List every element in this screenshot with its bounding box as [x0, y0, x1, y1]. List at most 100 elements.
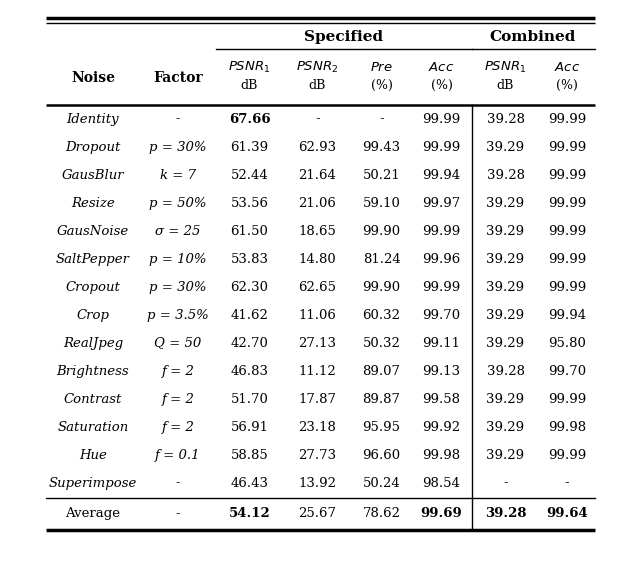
- Text: 95.80: 95.80: [548, 336, 586, 349]
- Text: 17.87: 17.87: [298, 393, 337, 406]
- Text: $\mathit{Acc}$: $\mathit{Acc}$: [554, 60, 580, 73]
- Text: dB: dB: [497, 79, 514, 92]
- Text: 53.83: 53.83: [230, 253, 269, 266]
- Text: 39.28: 39.28: [484, 507, 526, 520]
- Text: 46.43: 46.43: [230, 476, 269, 489]
- Text: 99.99: 99.99: [548, 253, 586, 266]
- Text: 23.18: 23.18: [299, 420, 337, 434]
- Text: 39.28: 39.28: [486, 365, 525, 377]
- Text: GausNoise: GausNoise: [57, 225, 129, 237]
- Text: -: -: [379, 113, 384, 126]
- Text: 52.44: 52.44: [230, 168, 268, 182]
- Text: 99.99: 99.99: [548, 225, 586, 237]
- Text: Identity: Identity: [67, 113, 119, 126]
- Text: 99.99: 99.99: [422, 141, 461, 154]
- Text: 39.29: 39.29: [486, 196, 525, 209]
- Text: 42.70: 42.70: [230, 336, 268, 349]
- Text: (%): (%): [556, 79, 578, 92]
- Text: 99.11: 99.11: [422, 336, 461, 349]
- Text: (%): (%): [431, 79, 452, 92]
- Text: 46.83: 46.83: [230, 365, 269, 377]
- Text: p = 50%: p = 50%: [149, 196, 207, 209]
- Text: 78.62: 78.62: [362, 507, 401, 520]
- Text: 95.95: 95.95: [362, 420, 401, 434]
- Text: 67.66: 67.66: [228, 113, 270, 126]
- Text: 13.92: 13.92: [298, 476, 337, 489]
- Text: 99.94: 99.94: [422, 168, 461, 182]
- Text: 99.69: 99.69: [420, 507, 462, 520]
- Text: f = 0.1: f = 0.1: [156, 448, 201, 461]
- Text: 99.99: 99.99: [422, 225, 461, 237]
- Text: Resize: Resize: [71, 196, 115, 209]
- Text: f = 2: f = 2: [161, 365, 195, 377]
- Text: 62.30: 62.30: [230, 281, 269, 294]
- Text: 59.10: 59.10: [363, 196, 401, 209]
- Text: 39.29: 39.29: [486, 393, 525, 406]
- Text: p = 30%: p = 30%: [149, 281, 207, 294]
- Text: 99.99: 99.99: [548, 393, 586, 406]
- Text: 99.90: 99.90: [362, 225, 401, 237]
- Text: Combined: Combined: [490, 30, 576, 44]
- Text: f = 2: f = 2: [161, 420, 195, 434]
- Text: 39.28: 39.28: [486, 113, 525, 126]
- Text: 99.70: 99.70: [548, 365, 586, 377]
- Text: Cropout: Cropout: [65, 281, 120, 294]
- Text: Specified: Specified: [304, 30, 383, 44]
- Text: Q = 50: Q = 50: [154, 336, 202, 349]
- Text: 39.29: 39.29: [486, 253, 525, 266]
- Text: 61.39: 61.39: [230, 141, 269, 154]
- Text: Brightness: Brightness: [57, 365, 129, 377]
- Text: 41.62: 41.62: [230, 308, 268, 321]
- Text: 99.70: 99.70: [422, 308, 461, 321]
- Text: σ = 25: σ = 25: [156, 225, 201, 237]
- Text: SaltPepper: SaltPepper: [56, 253, 130, 266]
- Text: 14.80: 14.80: [299, 253, 337, 266]
- Text: -: -: [503, 476, 508, 489]
- Text: 89.87: 89.87: [362, 393, 401, 406]
- Text: 25.67: 25.67: [298, 507, 337, 520]
- Text: 21.64: 21.64: [299, 168, 337, 182]
- Text: Crop: Crop: [77, 308, 109, 321]
- Text: Saturation: Saturation: [58, 420, 129, 434]
- Text: 60.32: 60.32: [362, 308, 401, 321]
- Text: dB: dB: [241, 79, 258, 92]
- Text: 51.70: 51.70: [230, 393, 268, 406]
- Text: 11.12: 11.12: [299, 365, 337, 377]
- Text: k = 7: k = 7: [160, 168, 196, 182]
- Text: dB: dB: [309, 79, 326, 92]
- Text: 96.60: 96.60: [362, 448, 401, 461]
- Text: 11.06: 11.06: [299, 308, 337, 321]
- Text: 39.29: 39.29: [486, 225, 525, 237]
- Text: 39.29: 39.29: [486, 448, 525, 461]
- Text: 99.96: 99.96: [422, 253, 461, 266]
- Text: 54.12: 54.12: [228, 507, 270, 520]
- Text: 99.92: 99.92: [422, 420, 461, 434]
- Text: Hue: Hue: [79, 448, 107, 461]
- Text: 99.94: 99.94: [548, 308, 586, 321]
- Text: 99.64: 99.64: [546, 507, 588, 520]
- Text: 27.73: 27.73: [298, 448, 337, 461]
- Text: -: -: [564, 476, 570, 489]
- Text: 39.28: 39.28: [486, 168, 525, 182]
- Text: 99.98: 99.98: [422, 448, 461, 461]
- Text: GausBlur: GausBlur: [61, 168, 124, 182]
- Text: 99.99: 99.99: [422, 281, 461, 294]
- Text: 58.85: 58.85: [230, 448, 268, 461]
- Text: Dropout: Dropout: [65, 141, 121, 154]
- Text: 89.07: 89.07: [362, 365, 401, 377]
- Text: 53.56: 53.56: [230, 196, 269, 209]
- Text: p = 30%: p = 30%: [149, 141, 207, 154]
- Text: Factor: Factor: [153, 71, 203, 85]
- Text: 99.58: 99.58: [422, 393, 461, 406]
- Text: 99.99: 99.99: [548, 448, 586, 461]
- Text: 50.32: 50.32: [363, 336, 401, 349]
- Text: 99.99: 99.99: [422, 113, 461, 126]
- Text: Noise: Noise: [71, 71, 115, 85]
- Text: 99.99: 99.99: [548, 196, 586, 209]
- Text: f = 2: f = 2: [161, 393, 195, 406]
- Text: 61.50: 61.50: [230, 225, 268, 237]
- Text: (%): (%): [371, 79, 392, 92]
- Text: 98.54: 98.54: [422, 476, 460, 489]
- Text: 27.13: 27.13: [298, 336, 337, 349]
- Text: 99.98: 99.98: [548, 420, 586, 434]
